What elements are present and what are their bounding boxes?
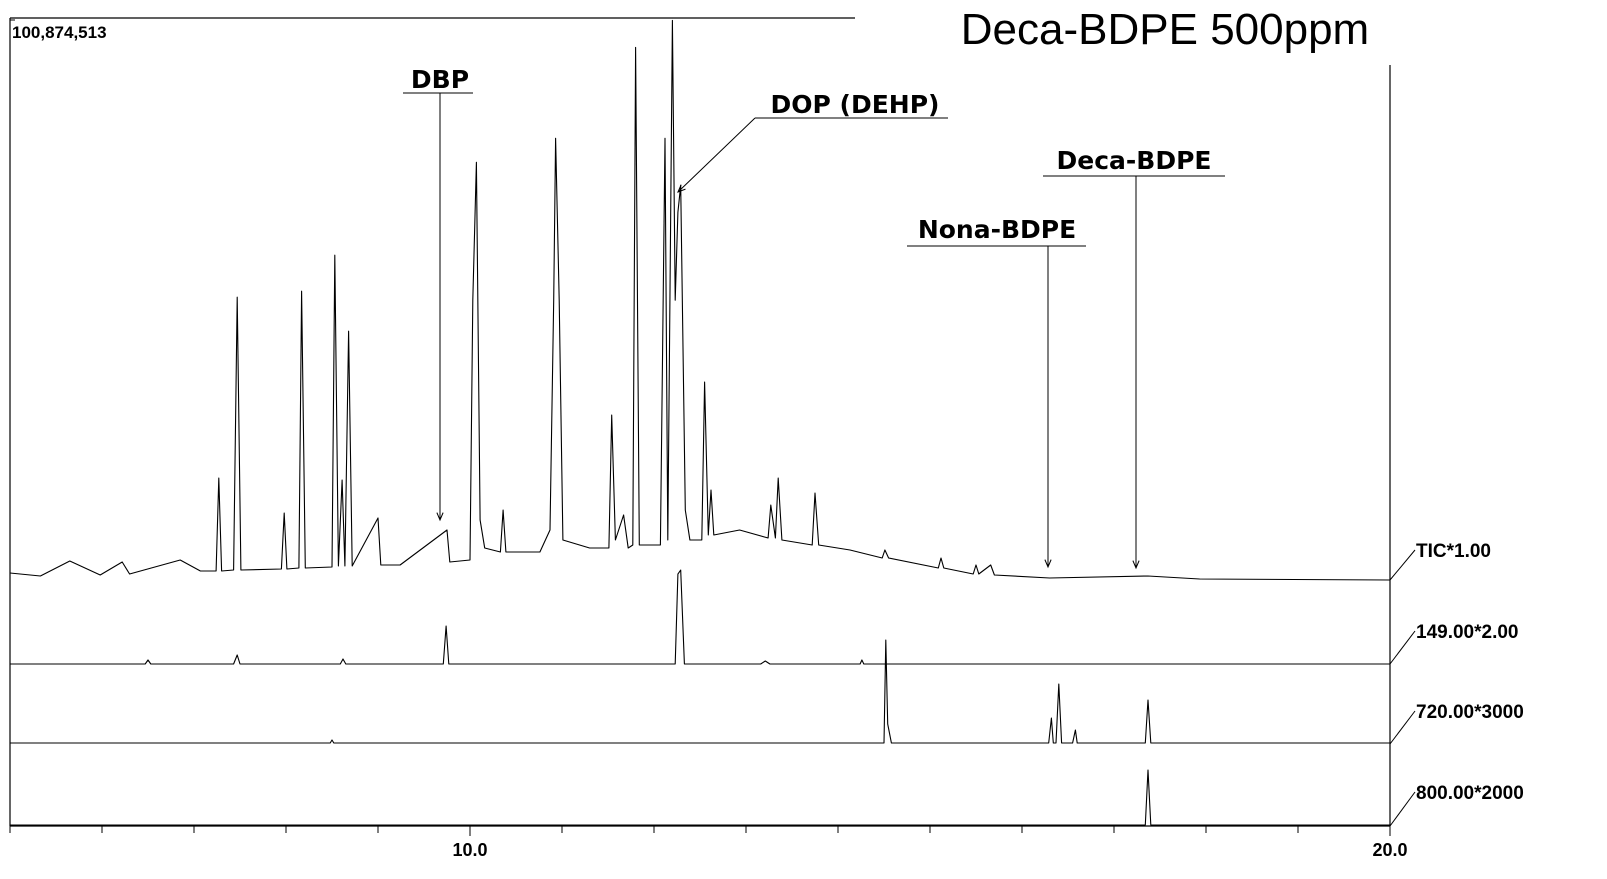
chart-title: Deca-BDPE 500ppm	[961, 5, 1369, 54]
label-leader	[1389, 710, 1416, 745]
label-leader	[1389, 630, 1416, 665]
series-label: 800.00*2000	[1416, 783, 1524, 804]
series-label: 149.00*2.00	[1416, 622, 1519, 643]
label-leader	[1389, 791, 1416, 827]
label-leader	[1389, 549, 1416, 581]
annotation: Deca-BDPE	[1057, 146, 1212, 175]
series-label: 720.00*3000	[1416, 702, 1524, 723]
trace	[10, 639, 1390, 744]
trace	[9, 19, 1391, 581]
x-tick-label: 10.0	[452, 840, 487, 860]
arrow-head	[1132, 560, 1140, 570]
arrow-head	[436, 512, 444, 522]
annotation: DOP (DEHP)	[771, 90, 940, 119]
arrow-head	[1044, 559, 1052, 569]
annotation: DBP	[411, 65, 469, 94]
arrow-head	[677, 184, 686, 193]
y-tick-label: 100,874,513	[12, 23, 107, 42]
trace	[10, 569, 1390, 665]
series-label: TIC*1.00	[1416, 541, 1491, 562]
annotation-arrow	[677, 117, 756, 193]
trace	[10, 769, 1390, 826]
x-tick-label: 20.0	[1372, 840, 1407, 860]
annotation: Nona-BDPE	[918, 215, 1076, 244]
